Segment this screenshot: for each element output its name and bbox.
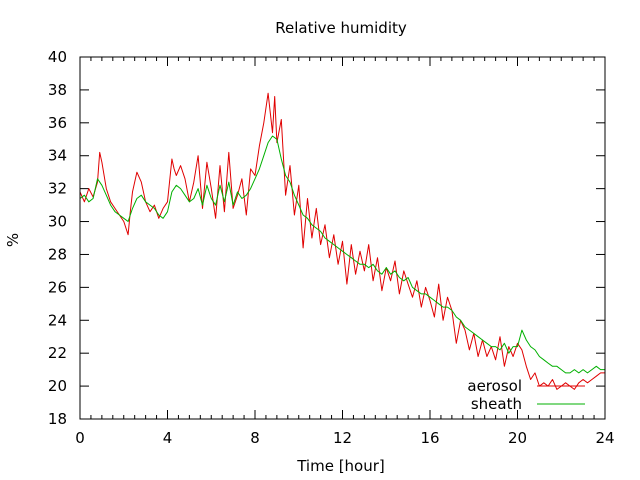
y-tick-label: 36: [48, 114, 67, 132]
x-tick-label: 4: [163, 429, 173, 447]
x-tick-label: 20: [508, 429, 527, 447]
y-tick-label: 24: [48, 311, 67, 329]
plot-frame: [79, 56, 606, 420]
axis-tick-labels: 0 4 8 12 16 20 24 18 20 22 24 26 28 30 32 34 36 38 40: [48, 48, 615, 447]
y-axis-label: %: [4, 233, 22, 247]
y-tick-label: 30: [48, 213, 67, 231]
x-tick-label: 24: [595, 429, 614, 447]
x-tick-label: 12: [333, 429, 352, 447]
legend-label-aerosol: aerosol: [467, 377, 522, 395]
x-tick-label: 0: [75, 429, 85, 447]
y-tick-label: 22: [48, 344, 67, 362]
chart-title: Relative humidity: [275, 19, 407, 37]
axis-ticks: [79, 56, 606, 420]
y-tick-label: 34: [48, 147, 67, 165]
series-line-sheath: [79, 135, 605, 374]
series-lines: [79, 92, 605, 390]
y-tick-label: 20: [48, 377, 67, 395]
x-axis-label: Time [hour]: [296, 457, 385, 475]
y-tick-label: 38: [48, 81, 67, 99]
y-tick-label: 28: [48, 245, 67, 263]
y-tick-label: 26: [48, 278, 67, 296]
y-tick-label: 32: [48, 180, 67, 198]
series-line-aerosol: [79, 92, 605, 390]
legend-label-sheath: sheath: [471, 395, 522, 413]
x-tick-label: 8: [250, 429, 260, 447]
y-tick-label: 40: [48, 48, 67, 66]
y-tick-label: 18: [48, 410, 67, 428]
x-tick-label: 16: [420, 429, 439, 447]
